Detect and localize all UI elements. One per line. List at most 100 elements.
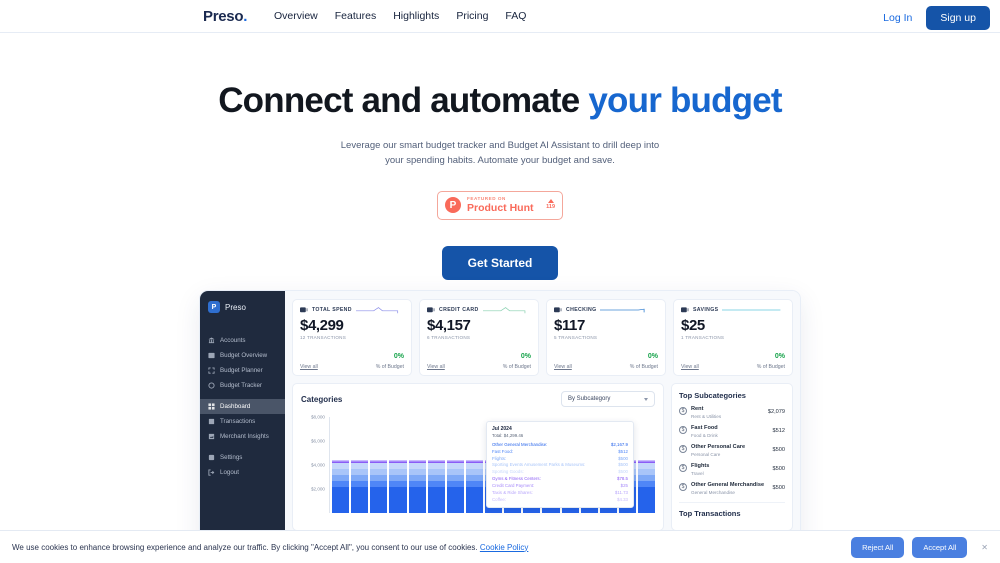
- sidebar-item-budget-tracker[interactable]: Budget Tracker: [200, 378, 285, 393]
- tooltip-row: Taxis & Ride Shares: $11.73: [492, 490, 628, 497]
- sidebar-item-budget-overview[interactable]: Budget Overview: [200, 348, 285, 363]
- chart-bar[interactable]: [351, 459, 369, 513]
- chart-bar-segment: [408, 462, 426, 469]
- stat-card-header: CHECKING: [554, 306, 658, 314]
- top-transactions-divider: Top Transactions: [679, 501, 785, 518]
- tooltip-row: Sporting Goods: $500: [492, 469, 628, 476]
- sidebar-item-dashboard[interactable]: Dashboard: [200, 399, 285, 414]
- tooltip-row-label: Sporting Goods:: [492, 469, 524, 475]
- chart-bar-segment: [370, 460, 388, 462]
- tooltip-row-value: $500: [618, 462, 628, 468]
- chart-tooltip: Jul 2024 Total: $4,299.46 Other General …: [486, 421, 634, 509]
- view-all-link[interactable]: View all: [681, 364, 699, 370]
- chart-bar-segment: [427, 480, 445, 487]
- chart-bar-segment: [351, 486, 369, 513]
- chart-bar[interactable]: [389, 459, 407, 513]
- sidebar-item-merchant-insights[interactable]: Merchant Insights: [200, 429, 285, 444]
- accept-all-button[interactable]: Accept All: [912, 536, 968, 558]
- product-hunt-badge[interactable]: P FEATURED ON Product Hunt 119: [437, 190, 563, 220]
- card-icon: [554, 306, 562, 314]
- product-hunt-upvotes[interactable]: 119: [546, 199, 555, 211]
- subcategory-parent: Food & Drink: [691, 432, 718, 438]
- chart-bar[interactable]: [465, 459, 483, 513]
- chart-bar[interactable]: [370, 459, 388, 513]
- view-all-link[interactable]: View all: [300, 364, 318, 370]
- subcategory-select[interactable]: By Subcategory: [561, 391, 655, 407]
- sparkline-icon: [482, 306, 531, 314]
- chart-bar[interactable]: [446, 459, 464, 513]
- reject-all-button[interactable]: Reject All: [851, 536, 905, 558]
- chart-bar-segment: [408, 459, 426, 461]
- stat-card-credit-card[interactable]: CREDIT CARD $4,157 6 TRANSACTIONS View a…: [419, 299, 539, 376]
- cookie-actions: Reject All Accept All ✕: [851, 536, 988, 558]
- get-started-button[interactable]: Get Started: [441, 245, 559, 280]
- chart-bar-segment: [638, 461, 656, 463]
- stat-card-savings[interactable]: SAVINGS $25 1 TRANSACTIONS View all 0% %…: [673, 299, 793, 376]
- tooltip-row-label: Flights:: [492, 455, 507, 461]
- list-item[interactable]: $ Rent Rent & Utilities $2,079: [679, 406, 785, 419]
- list-item[interactable]: $ Other General Merchandise General Mercha…: [679, 482, 785, 495]
- dollar-circle-icon: $: [679, 482, 687, 491]
- list-item[interactable]: $ Flights Travel $500: [679, 463, 785, 476]
- chart-bar-segment: [638, 480, 656, 487]
- insights-icon: [208, 433, 215, 440]
- chart-bar-segment: [427, 468, 445, 475]
- chart-bar-segment: [465, 486, 483, 513]
- tooltip-row-label: Coffee:: [492, 496, 507, 502]
- nav-link-overview[interactable]: Overview: [274, 10, 318, 22]
- close-icon[interactable]: ✕: [981, 542, 988, 552]
- tooltip-row-label: Credit Card Payment:: [492, 482, 535, 488]
- tooltip-row-value: $2,167.9: [610, 442, 628, 447]
- chart-bar[interactable]: [408, 459, 426, 513]
- chart-bar[interactable]: [427, 459, 445, 513]
- sidebar-item-transactions[interactable]: Transactions: [200, 414, 285, 429]
- chart-bar-segment: [465, 474, 483, 481]
- nav-link-highlights[interactable]: Highlights: [393, 10, 440, 22]
- tooltip-total: Total: $4,299.46: [492, 433, 524, 438]
- brand-logo[interactable]: Preso.: [203, 8, 247, 25]
- sidebar-brand[interactable]: P Preso: [200, 301, 285, 327]
- list-item[interactable]: $ Other Personal Care Personal Care $500: [679, 444, 785, 457]
- cookie-policy-link[interactable]: Cookie Policy: [479, 542, 529, 552]
- sidebar-item-accounts[interactable]: Accounts: [200, 333, 285, 348]
- login-link[interactable]: Log In: [883, 12, 913, 24]
- gear-icon: [208, 454, 215, 461]
- view-all-link[interactable]: View all: [427, 364, 445, 370]
- stat-card-total-spend[interactable]: TOTAL SPEND $4,299 12 TRANSACTIONS View …: [292, 299, 412, 376]
- dollar-circle-icon: $: [679, 425, 687, 434]
- nav-link-faq[interactable]: FAQ: [505, 10, 527, 22]
- sparkline-icon: [722, 306, 785, 314]
- product-hunt-featured-label: FEATURED ON: [467, 195, 506, 201]
- chart-bar[interactable]: [638, 459, 656, 513]
- nav-link-features[interactable]: Features: [334, 10, 377, 22]
- signup-button[interactable]: Sign up: [926, 6, 990, 30]
- chart-bar-segment: [446, 468, 464, 475]
- chart-bar-segment: [370, 486, 388, 513]
- dollar-circle-icon: $: [679, 407, 687, 415]
- subcategory-amount: $2,079: [767, 409, 785, 416]
- sparkline-icon: [355, 306, 404, 314]
- chart-bar-segment: [370, 480, 388, 487]
- stat-percent-block: 0% % of Budget: [376, 345, 404, 370]
- view-all-link[interactable]: View all: [554, 364, 572, 370]
- sidebar-label-logout: Logout: [220, 469, 239, 476]
- top-transactions-title: Top Transactions: [679, 508, 741, 518]
- dollar-circle-icon: $: [679, 463, 687, 472]
- chart-bar-segment: [332, 486, 350, 513]
- board-icon: [208, 352, 215, 359]
- chart-bar-segment: [408, 474, 426, 481]
- chart-bar[interactable]: [332, 459, 350, 513]
- sidebar-item-logout[interactable]: Logout: [200, 465, 285, 480]
- dashboard-lower-row: Categories By Subcategory $8,000 $6,000 $4…: [292, 383, 793, 531]
- chart-bar-segment: [638, 486, 656, 513]
- stat-card-header: SAVINGS: [681, 306, 785, 314]
- stat-percent-caption: % of Budget: [502, 364, 531, 370]
- sidebar-item-settings[interactable]: Settings: [200, 450, 285, 465]
- chart-bar-segment: [389, 461, 407, 462]
- list-item[interactable]: $ Fast Food Food & Drink $512: [679, 425, 785, 438]
- stat-transactions: 12 TRANSACTIONS: [300, 335, 347, 340]
- sidebar-item-budget-planner[interactable]: Budget Planner: [200, 363, 285, 378]
- nav-link-pricing[interactable]: Pricing: [456, 10, 489, 22]
- brand-dot: .: [243, 8, 248, 25]
- stat-card-checking[interactable]: CHECKING $117 5 TRANSACTIONS View all 0%…: [546, 299, 666, 376]
